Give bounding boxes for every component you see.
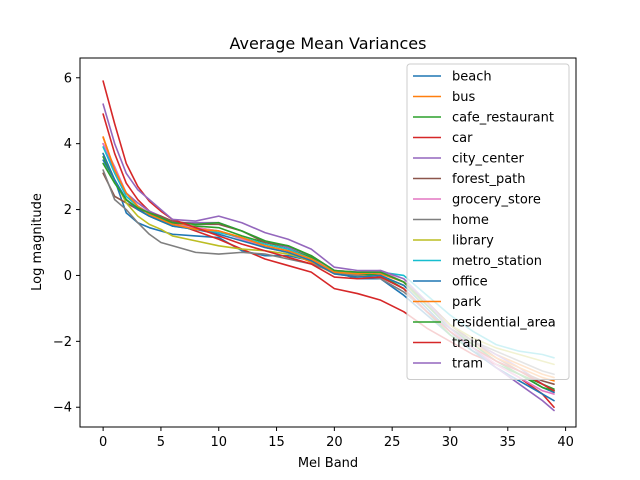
legend-label: grocery_store — [452, 193, 541, 208]
plot-frame — [79, 57, 577, 428]
legend-label: home — [452, 213, 489, 228]
legend-label: bus — [452, 90, 475, 105]
legend-label: train — [452, 336, 482, 351]
x-tick-label: 30 — [442, 435, 459, 450]
x-tick-label: 0 — [99, 435, 107, 450]
legend-label: metro_station — [452, 254, 542, 269]
legend-label: residential_area — [452, 316, 556, 331]
legend-label: forest_path — [452, 172, 526, 187]
legend-label: park — [452, 295, 482, 310]
x-tick-label: 20 — [326, 435, 343, 450]
y-axis-ticks: −4 −2 0 2 4 6 — [53, 71, 80, 416]
legend-label: office — [452, 275, 488, 290]
legend-label: car — [452, 131, 473, 146]
y-tick-label: −4 — [53, 401, 72, 416]
y-tick-label: 4 — [64, 137, 72, 152]
legend-label: cafe_restaurant — [452, 111, 554, 126]
legend-label: tram — [452, 357, 483, 372]
y-tick-label: −2 — [53, 335, 72, 350]
legend-label: library — [452, 234, 494, 249]
x-tick-label: 5 — [157, 435, 165, 450]
legend-box — [406, 63, 570, 380]
x-axis-label: Mel Band — [298, 456, 358, 471]
chart-title: Average Mean Variances — [230, 34, 427, 53]
x-tick-label: 15 — [268, 435, 285, 450]
x-tick-label: 10 — [210, 435, 227, 450]
x-tick-label: 40 — [557, 435, 574, 450]
y-tick-label: 0 — [64, 269, 72, 284]
x-tick-label: 35 — [500, 435, 517, 450]
legend-label: city_center — [452, 152, 525, 167]
y-tick-label: 2 — [64, 203, 72, 218]
x-axis-ticks: 0 5 10 15 20 25 30 35 40 — [99, 427, 574, 450]
legend-label: beach — [452, 70, 492, 85]
y-axis-label: Log magnitude — [30, 193, 45, 291]
y-tick-label: 6 — [64, 71, 72, 86]
x-tick-label: 25 — [384, 435, 401, 450]
